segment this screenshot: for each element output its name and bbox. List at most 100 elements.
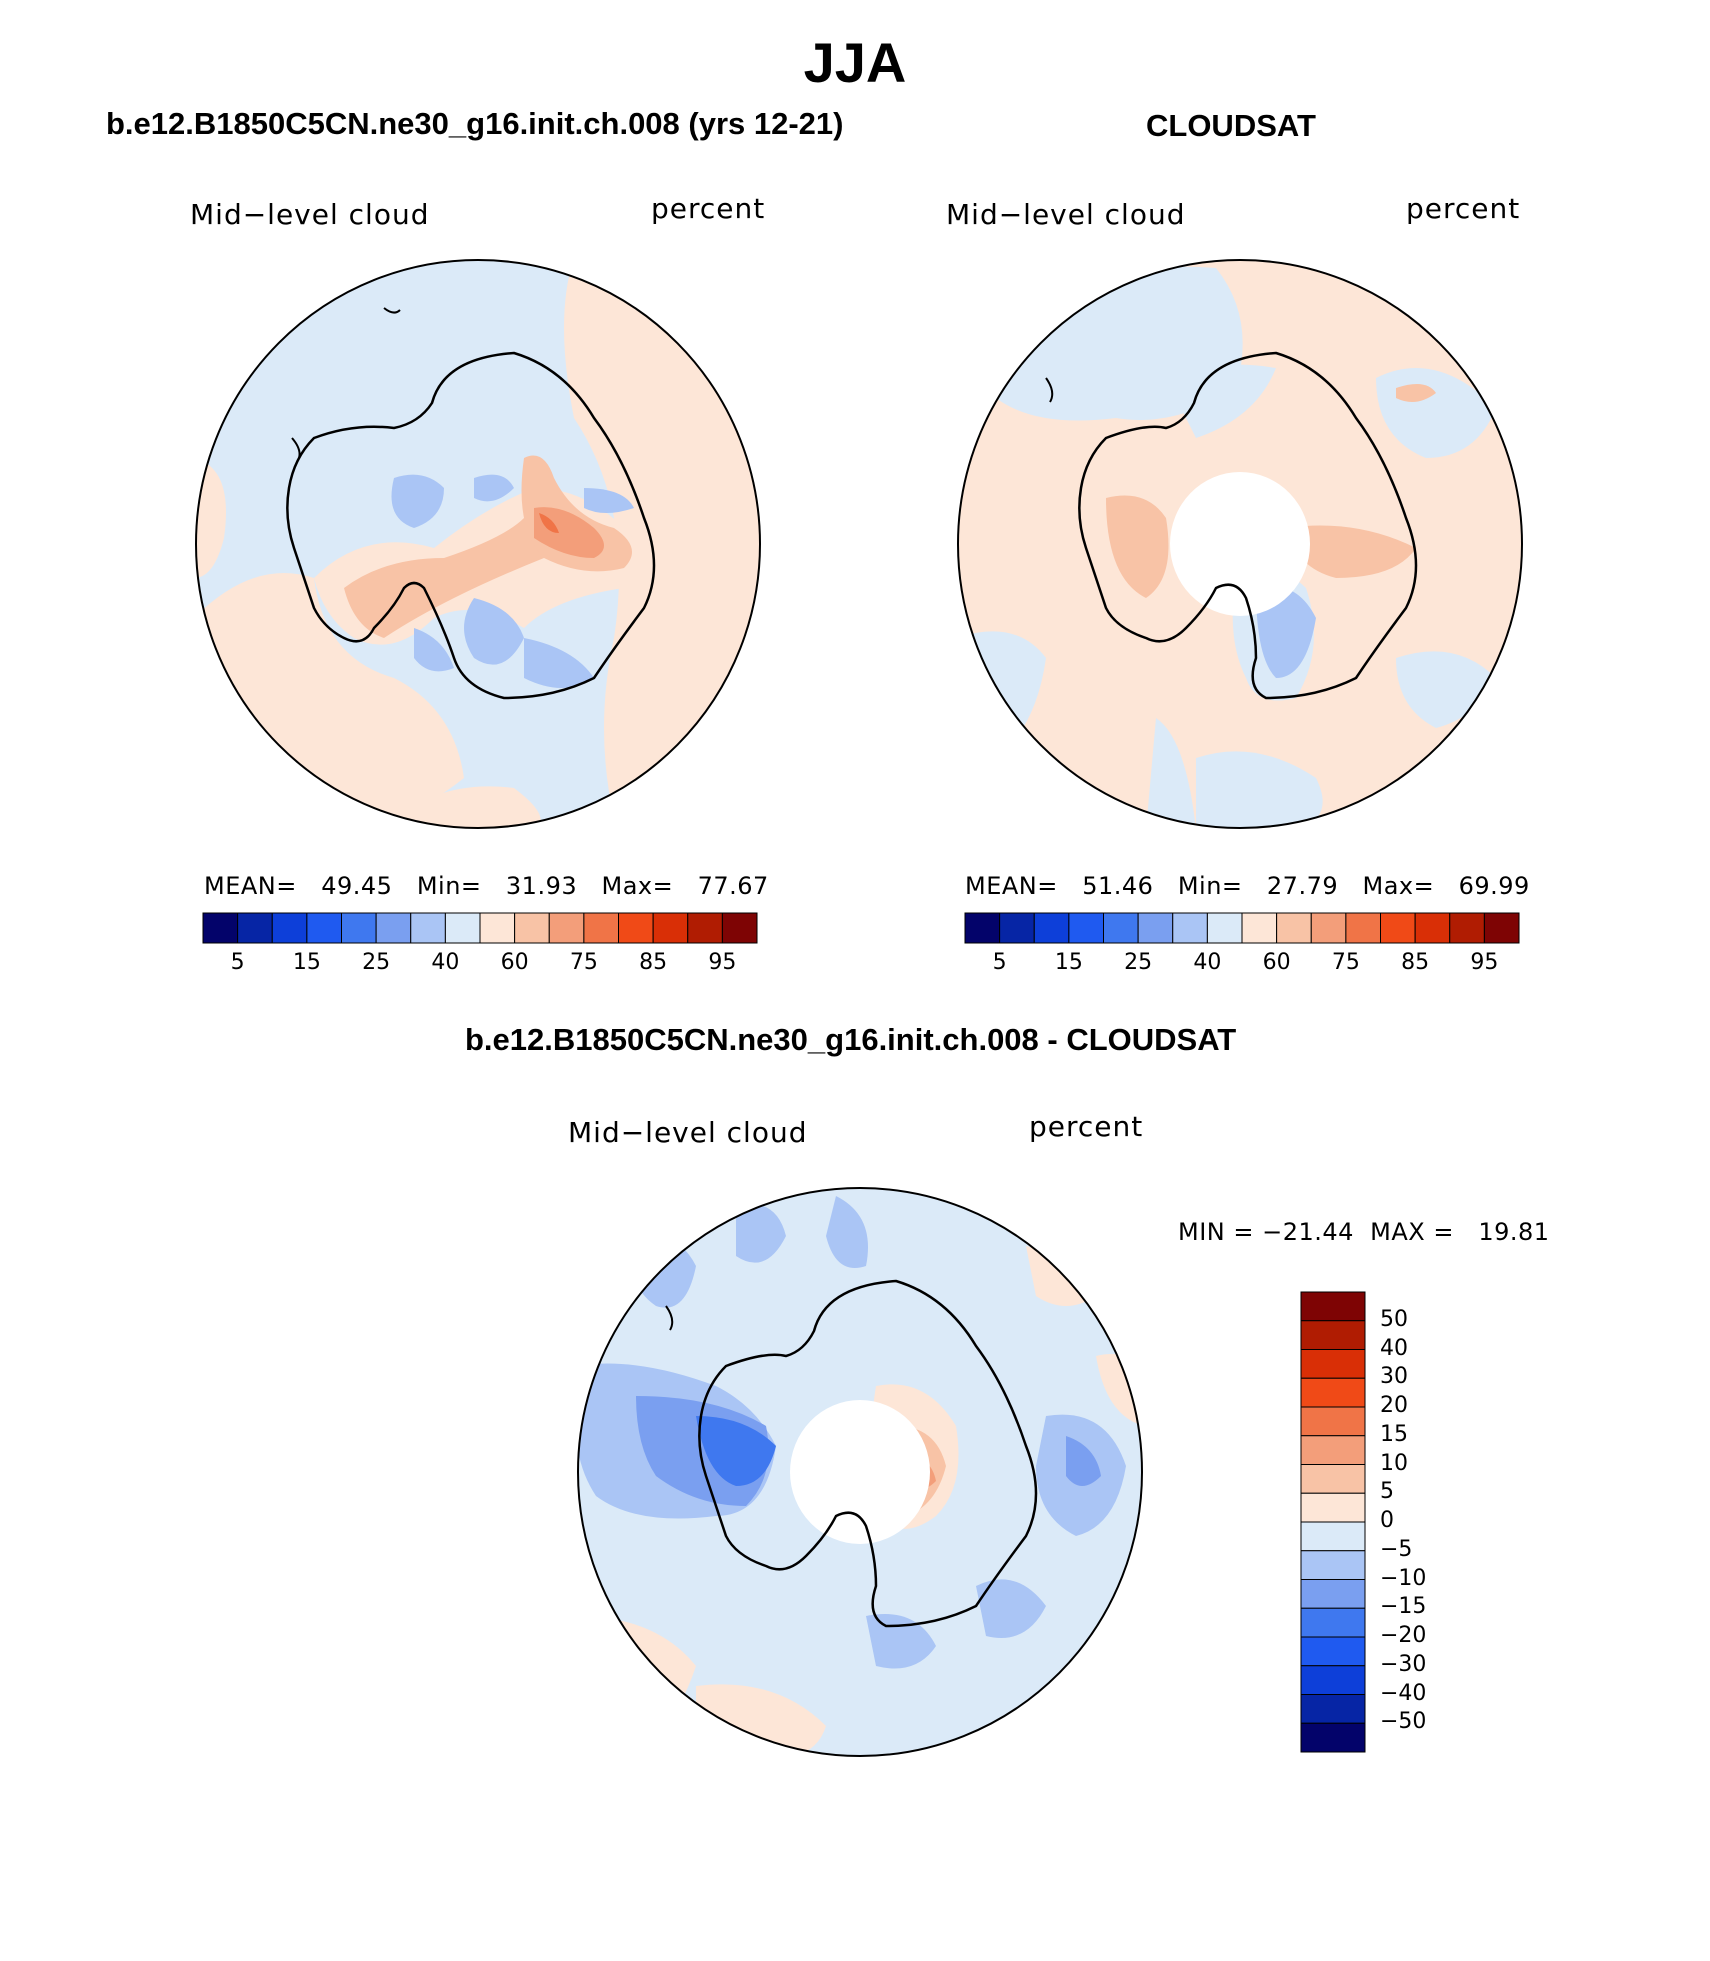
colorbar-swatch xyxy=(583,912,620,944)
colorbar-tick-label: 95 xyxy=(708,950,737,975)
colorbar-swatch xyxy=(1300,1435,1366,1465)
colorbar-swatch xyxy=(237,912,273,944)
colorbar-swatch xyxy=(687,912,723,944)
panel-3-stats: MIN = −21.44 MAX = 19.81 xyxy=(1178,1218,1550,1246)
colorbar-swatch xyxy=(410,912,446,944)
colorbar-swatch xyxy=(1380,912,1416,944)
colorbar-swatch xyxy=(1483,912,1520,944)
colorbar-swatch xyxy=(1033,912,1070,944)
colorbar-swatch xyxy=(1276,912,1312,944)
panel-2-units-label: percent xyxy=(1406,192,1521,225)
colorbar-tick-label: 5 xyxy=(992,950,1007,975)
colorbar-tick-label: 0 xyxy=(1380,1508,1394,1533)
colorbar-swatch xyxy=(375,912,412,944)
colorbar-swatch xyxy=(341,912,377,944)
colorbar-tick-label: 50 xyxy=(1380,1306,1408,1332)
panel-2-title: CLOUDSAT xyxy=(1146,108,1316,143)
colorbar-swatch xyxy=(1300,1320,1366,1350)
panel-3-units-label: percent xyxy=(1029,1110,1144,1143)
colorbar-tick-label: −5 xyxy=(1380,1536,1413,1562)
colorbar-swatch xyxy=(1300,1665,1366,1695)
colorbar-tick-label: 5 xyxy=(230,950,245,975)
colorbar-swatch xyxy=(1310,912,1347,944)
colorbar-swatch xyxy=(1241,912,1278,944)
colorbar-swatch xyxy=(1300,1464,1366,1494)
colorbar-tick-label: 40 xyxy=(1193,950,1222,975)
map-difference xyxy=(577,1187,1143,1757)
colorbar-swatch xyxy=(1103,912,1139,944)
colorbar-swatch xyxy=(1345,912,1382,944)
colorbar-tick-label: 25 xyxy=(1124,950,1153,975)
map-model xyxy=(195,259,761,829)
colorbar-swatch xyxy=(1206,912,1243,944)
colorbar-swatch xyxy=(1300,1349,1366,1379)
colorbar-tick-label: 15 xyxy=(1380,1421,1408,1447)
colorbar-tick-label: 75 xyxy=(569,950,598,975)
colorbar-swatch xyxy=(1300,1550,1366,1580)
colorbar-tick-label: 20 xyxy=(1380,1393,1408,1418)
colorbar-swatch xyxy=(1300,1722,1366,1753)
colorbar-swatch xyxy=(1300,1521,1366,1552)
colorbar-tick-label: 95 xyxy=(1470,950,1499,975)
colorbar-swatch xyxy=(1300,1579,1366,1609)
panel-1-title: b.e12.B1850C5CN.ne30_g16.init.ch.008 (yr… xyxy=(106,106,844,141)
colorbar-tick-label: 15 xyxy=(1054,950,1083,975)
colorbar-swatch xyxy=(1300,1694,1366,1724)
colorbar-cloudsat-ticks: 5 15 25 40 60 75 85 95 xyxy=(965,950,1519,980)
colorbar-tick-label: 15 xyxy=(292,950,321,975)
colorbar-swatch xyxy=(306,912,343,944)
colorbar-swatch xyxy=(1300,1636,1366,1667)
colorbar-tick-label: −10 xyxy=(1380,1565,1427,1591)
colorbar-swatch xyxy=(271,912,308,944)
panel-3-variable-label: Mid−level cloud xyxy=(568,1116,808,1149)
colorbar-swatch xyxy=(652,912,689,944)
panel-2-variable-label: Mid−level cloud xyxy=(946,198,1186,231)
panel-1-stats: MEAN= 49.45 Min= 31.93 Max= 77.67 xyxy=(204,872,769,900)
panel-1-units-label: percent xyxy=(651,192,766,225)
main-title: JJA xyxy=(803,31,907,94)
colorbar-swatch xyxy=(444,912,481,944)
colorbar-difference-ticks: 50 40 30 20 15 10 5 0 −5 −10 −15 −20 −30 −40 −50 xyxy=(1370,1292,1470,1752)
colorbar-tick-label: 60 xyxy=(1262,950,1291,975)
colorbar-tick-label: 5 xyxy=(1380,1479,1394,1505)
colorbar-cloudsat xyxy=(964,912,1520,944)
panel-2-stats: MEAN= 51.46 Min= 27.79 Max= 69.99 xyxy=(965,872,1530,900)
colorbar-tick-label: −30 xyxy=(1380,1651,1427,1677)
colorbar-tick-label: 60 xyxy=(500,950,529,975)
colorbar-tick-label: −20 xyxy=(1380,1623,1427,1648)
colorbar-swatch xyxy=(1449,912,1485,944)
colorbar-tick-label: 85 xyxy=(639,950,668,975)
colorbar-swatch xyxy=(1300,1291,1366,1322)
colorbar-swatch xyxy=(618,912,654,944)
colorbar-swatch xyxy=(548,912,585,944)
colorbar-swatch xyxy=(1300,1377,1366,1408)
colorbar-swatch xyxy=(721,912,758,944)
colorbar-swatch xyxy=(1068,912,1105,944)
panel-1-variable-label: Mid−level cloud xyxy=(190,198,430,231)
colorbar-swatch xyxy=(1172,912,1208,944)
colorbar-tick-label: 40 xyxy=(431,950,460,975)
colorbar-tick-label: −40 xyxy=(1380,1680,1427,1706)
colorbar-tick-label: 25 xyxy=(362,950,391,975)
colorbar-swatch xyxy=(1300,1492,1366,1523)
difference-title: b.e12.B1850C5CN.ne30_g16.init.ch.008 - C… xyxy=(465,1022,1237,1057)
colorbar-tick-label: 10 xyxy=(1380,1450,1408,1476)
colorbar-swatch xyxy=(1300,1607,1366,1638)
colorbar-tick-label: −50 xyxy=(1380,1709,1427,1735)
colorbar-swatch xyxy=(514,912,550,944)
colorbar-difference xyxy=(1300,1291,1366,1753)
colorbar-swatch xyxy=(999,912,1035,944)
colorbar-swatch xyxy=(1300,1406,1366,1437)
colorbar-tick-label: 40 xyxy=(1380,1335,1408,1361)
colorbar-tick-label: 85 xyxy=(1401,950,1430,975)
colorbar-tick-label: 75 xyxy=(1331,950,1360,975)
colorbar-model xyxy=(202,912,758,944)
map-cloudsat xyxy=(957,259,1523,829)
colorbar-tick-label: −15 xyxy=(1380,1594,1427,1620)
colorbar-swatch xyxy=(964,912,1001,944)
colorbar-model-ticks: 5 15 25 40 60 75 85 95 xyxy=(203,950,757,980)
colorbar-swatch xyxy=(202,912,239,944)
colorbar-swatch xyxy=(1137,912,1174,944)
colorbar-swatch xyxy=(1414,912,1451,944)
colorbar-tick-label: 30 xyxy=(1380,1364,1408,1390)
